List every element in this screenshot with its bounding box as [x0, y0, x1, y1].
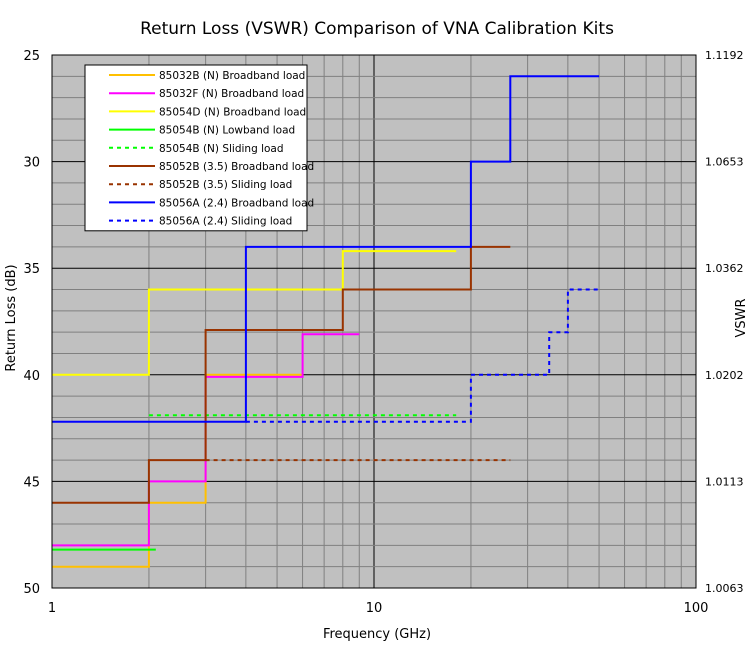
y-tick-label: 45 — [23, 475, 40, 490]
series-line — [52, 75, 600, 423]
axes: 1 10 100 25 30 35 40 45 50 1.1192 1.0653 1.0362 1.02… — [23, 49, 743, 616]
legend-label: 85054B (N) Lowband load — [159, 125, 295, 137]
legend-label: 85052B (3.5) Sliding load — [159, 179, 292, 191]
legend-label: 85056A (2.4) Broadband load — [159, 197, 314, 209]
y-tick-label: 40 — [23, 369, 40, 384]
series-line — [245, 288, 600, 423]
x-tick-label: 1 — [48, 601, 56, 616]
plot-frame — [51, 54, 697, 589]
legend-label: 85054B (N) Sliding load — [159, 143, 284, 155]
legend-label: 85052B (3.5) Broadband load — [159, 161, 314, 173]
series-line — [52, 373, 303, 568]
y-tick-label: 35 — [23, 262, 40, 277]
y2-tick-label: 1.0113 — [705, 475, 744, 488]
legend-label: 85032F (N) Broadband load — [159, 88, 304, 100]
y2-tick-label: 1.0063 — [705, 582, 744, 595]
series-group — [52, 75, 600, 568]
legend: 85032B (N) Broadband load 85032F (N) Broa… — [84, 64, 314, 232]
legend-label: 85054D (N) Broadband load — [159, 106, 306, 118]
x-tick-label: 100 — [684, 601, 709, 616]
y2-tick-label: 1.0653 — [705, 156, 744, 169]
legend-label: 85032B (N) Broadband load — [159, 70, 305, 82]
y2-tick-label: 1.0202 — [705, 369, 744, 382]
legend-label: 85056A (2.4) Sliding load — [159, 216, 292, 228]
y2-axis-label: VSWR — [734, 298, 749, 337]
y-tick-label: 25 — [23, 49, 40, 64]
chart-title: Return Loss (VSWR) Comparison of VNA Cal… — [140, 19, 614, 39]
y-tick-label: 50 — [23, 582, 40, 597]
y-tick-label: 30 — [23, 156, 40, 171]
x-axis-label: Frequency (GHz) — [323, 627, 431, 642]
series-line — [52, 245, 511, 504]
y2-tick-label: 1.0362 — [705, 262, 744, 275]
y-axis-label: Return Loss (dB) — [4, 264, 19, 371]
x-tick-label: 10 — [366, 601, 383, 616]
y2-tick-label: 1.1192 — [705, 49, 744, 62]
